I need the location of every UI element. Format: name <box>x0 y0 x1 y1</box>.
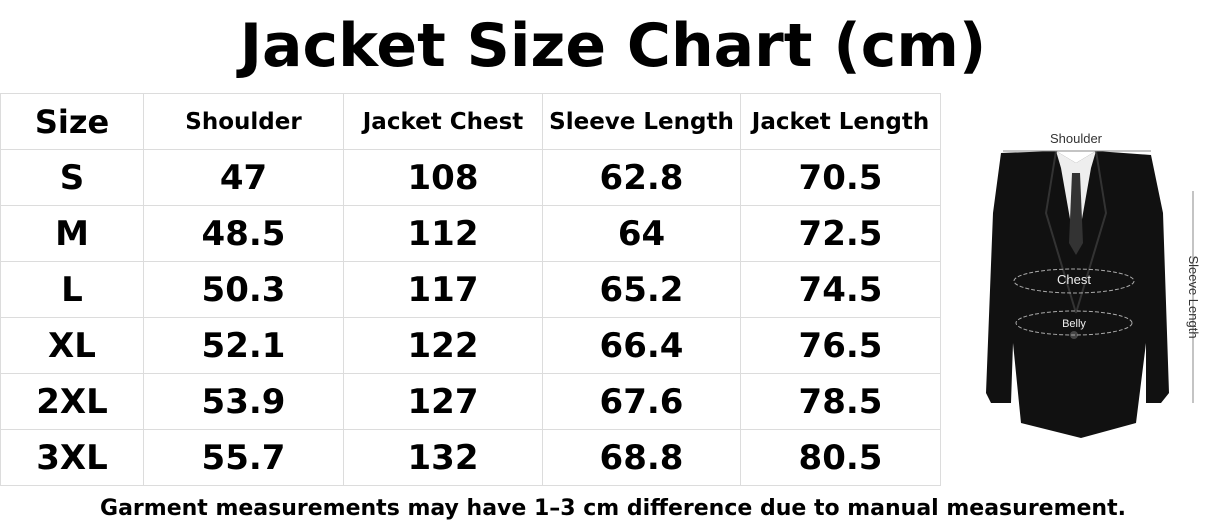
value-cell: 78.5 <box>740 373 941 430</box>
chest-label: Chest <box>1057 272 1091 287</box>
size-cell: S <box>0 149 144 206</box>
belly-label: Belly <box>1062 318 1086 330</box>
value-cell: 67.6 <box>542 373 741 430</box>
header-row: Size Shoulder Jacket Chest Sleeve Length Jac… <box>0 93 941 150</box>
column-header: Jacket Chest <box>343 93 543 150</box>
sleeve-label: Sleeve Length <box>1186 255 1201 338</box>
shoulder-label: Shoulder <box>1050 131 1103 146</box>
table-row: XL 52.1 122 66.4 76.5 <box>0 317 941 374</box>
value-cell: 70.5 <box>740 149 941 206</box>
value-cell: 112 <box>343 205 543 262</box>
value-cell: 68.8 <box>542 429 741 486</box>
table-row: S 47 108 62.8 70.5 <box>0 149 941 206</box>
table-body: S 47 108 62.8 70.5 M 48.5 112 64 72.5 L 50.3 117 65.2… <box>0 149 941 486</box>
value-cell: 50.3 <box>143 261 344 318</box>
value-cell: 55.7 <box>143 429 344 486</box>
column-header: Size <box>0 93 144 150</box>
size-cell: 3XL <box>0 429 144 486</box>
footer-note: Garment measurements may have 1–3 cm dif… <box>100 496 1126 521</box>
belly-line <box>1015 310 1133 336</box>
tie <box>1069 173 1083 255</box>
column-header: Shoulder <box>143 93 344 150</box>
value-cell: 80.5 <box>740 429 941 486</box>
value-cell: 132 <box>343 429 543 486</box>
value-cell: 48.5 <box>143 205 344 262</box>
jacket-body <box>986 151 1169 438</box>
value-cell: 108 <box>343 149 543 206</box>
value-cell: 76.5 <box>740 317 941 374</box>
value-cell: 117 <box>343 261 543 318</box>
jacket-diagram: Shoulder Chest Belly Sleeve Length <box>986 131 1201 438</box>
value-cell: 62.8 <box>542 149 741 206</box>
table-row: 2XL 53.9 127 67.6 78.5 <box>0 373 941 430</box>
size-table: Size Shoulder Jacket Chest Sleeve Length Jac… <box>0 93 941 486</box>
lapel <box>1044 150 1108 314</box>
size-cell: L <box>0 261 144 318</box>
size-cell: 2XL <box>0 373 144 430</box>
value-cell: 64 <box>542 205 741 262</box>
table-row: M 48.5 112 64 72.5 <box>0 205 941 262</box>
value-cell: 66.4 <box>542 317 741 374</box>
title: Jacket Size Chart (cm) <box>239 11 987 81</box>
value-cell: 47 <box>143 149 344 206</box>
value-cell: 52.1 <box>143 317 344 374</box>
value-cell: 53.9 <box>143 373 344 430</box>
value-cell: 72.5 <box>740 205 941 262</box>
value-cell: 65.2 <box>542 261 741 318</box>
value-cell: 122 <box>343 317 543 374</box>
column-header: Sleeve Length <box>542 93 741 150</box>
value-cell: 127 <box>343 373 543 430</box>
size-cell: XL <box>0 317 144 374</box>
chest-line <box>1013 268 1135 294</box>
column-header: Jacket Length <box>740 93 941 150</box>
table-row: 3XL 55.7 132 68.8 80.5 <box>0 429 941 486</box>
size-cell: M <box>0 205 144 262</box>
table-row: L 50.3 117 65.2 74.5 <box>0 261 941 318</box>
value-cell: 74.5 <box>740 261 941 318</box>
